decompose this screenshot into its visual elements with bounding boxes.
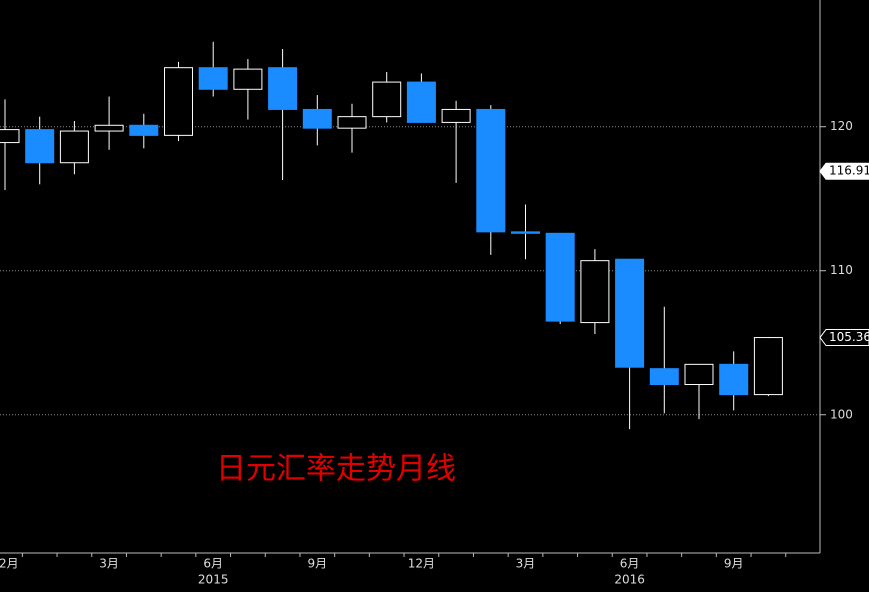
candle-body (198, 67, 228, 90)
candle-body (753, 337, 783, 396)
x-tick-label: 6月 (620, 557, 640, 571)
price-tag: 105.36 (829, 330, 869, 344)
price-tag-box (819, 162, 869, 180)
x-tick-label: 12月 (0, 557, 19, 571)
candle-body (372, 81, 402, 118)
x-tick-label: 3月 (516, 557, 536, 571)
candle-body (649, 368, 679, 386)
candle-body (545, 232, 575, 322)
price-tag-box (819, 329, 869, 347)
candle-body (233, 68, 263, 90)
candle-body (719, 363, 749, 396)
candle-body (337, 116, 367, 129)
x-tick-label: 12月 (408, 557, 435, 571)
candle-body (615, 258, 645, 368)
y-tick-label: 120 (830, 119, 853, 133)
x-tick-label: 9月 (724, 557, 744, 571)
x-tick-label: 3月 (99, 557, 119, 571)
candle-body (129, 124, 159, 136)
x-tick-label: 6月 (203, 557, 223, 571)
candle-body (59, 130, 89, 164)
candle-body (511, 231, 540, 234)
candle-body (580, 260, 610, 324)
candle-body (684, 363, 714, 386)
candle-body (441, 108, 471, 123)
x-tick-label: 9月 (307, 557, 327, 571)
y-tick-label: 110 (830, 263, 853, 277)
candle-body (406, 81, 436, 123)
candle-body (476, 108, 506, 233)
annotation: 日元汇率走势月线 (216, 452, 456, 487)
candle-body (164, 67, 193, 136)
candle-body (0, 129, 20, 144)
candle-body (268, 67, 298, 110)
x-year-label: 2015 (198, 573, 229, 587)
candle-body (25, 129, 55, 164)
candle-body (94, 124, 124, 132)
candle-body (302, 108, 332, 129)
x-year-label: 2016 (614, 573, 645, 587)
y-tick-label: 100 (830, 407, 853, 421)
price-tag: 116.91 (829, 164, 869, 178)
